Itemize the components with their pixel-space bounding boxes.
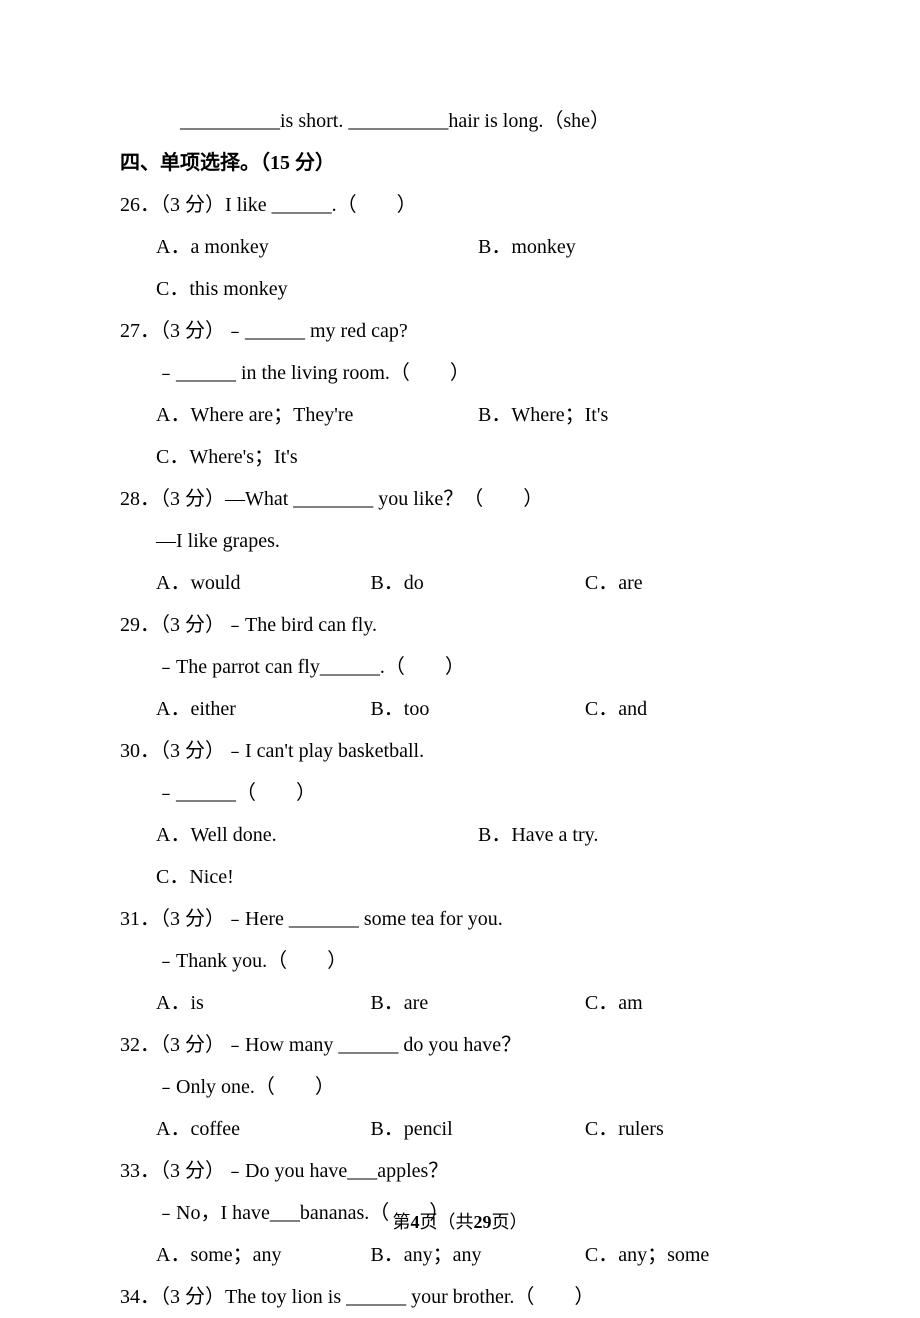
footer-total: 29 — [474, 1212, 492, 1232]
q30-stem1: 30．（3 分）﹣I can't play basketball. — [120, 730, 800, 772]
page-footer: 第4页（共29页） — [0, 1208, 920, 1234]
q29-stem2: ﹣The parrot can fly______.（ ） — [120, 646, 800, 688]
q30-option-c: C．Nice! — [120, 856, 800, 898]
q28-stem2: —I like grapes. — [120, 520, 800, 562]
footer-pre: 第 — [393, 1212, 411, 1232]
q32-stem1: 32．（3 分）﹣How many ______ do you have？ — [120, 1024, 800, 1066]
q29-option-c: C．and — [585, 688, 799, 730]
q29-option-a: A．either — [156, 688, 370, 730]
q27-options-row1: A．Where are；They're B．Where；It's — [120, 394, 800, 436]
q27-option-c: C．Where's；It's — [120, 436, 800, 478]
page-content: __________is short. __________hair is lo… — [0, 0, 920, 1318]
q31-option-b: B．are — [370, 982, 584, 1024]
q32-option-b: B．pencil — [370, 1108, 584, 1150]
q28-option-a: A．would — [156, 562, 370, 604]
q29-options: A．either B．too C．and — [120, 688, 800, 730]
footer-post: 页） — [492, 1212, 528, 1232]
q26-options-row1: A．a monkey B．monkey — [120, 226, 800, 268]
q30-stem2: ﹣______（ ） — [120, 772, 800, 814]
q28-option-c: C．are — [585, 562, 799, 604]
footer-current: 4 — [411, 1212, 420, 1232]
q33-options: A．some；any B．any；any C．any；some — [120, 1234, 800, 1276]
q26-stem: 26．（3 分）I like ______.（ ） — [120, 184, 800, 226]
q31-options: A．is B．are C．am — [120, 982, 800, 1024]
q26-option-c: C．this monkey — [120, 268, 800, 310]
q27-stem1: 27．（3 分）﹣______ my red cap? — [120, 310, 800, 352]
q28-options: A．would B．do C．are — [120, 562, 800, 604]
q31-option-c: C．am — [585, 982, 799, 1024]
q28-stem1: 28．（3 分）—What ________ you like？（ ） — [120, 478, 800, 520]
q33-stem1: 33．（3 分）﹣Do you have___apples？ — [120, 1150, 800, 1192]
q31-stem2: ﹣Thank you.（ ） — [120, 940, 800, 982]
q32-options: A．coffee B．pencil C．rulers — [120, 1108, 800, 1150]
q26-option-a: A．a monkey — [156, 226, 478, 268]
q27-option-b: B．Where；It's — [478, 394, 800, 436]
q29-option-b: B．too — [370, 688, 584, 730]
q28-option-b: B．do — [370, 562, 584, 604]
q33-option-b: B．any；any — [370, 1234, 584, 1276]
q29-stem1: 29．（3 分）﹣The bird can fly. — [120, 604, 800, 646]
q31-option-a: A．is — [156, 982, 370, 1024]
fill-in-line: __________is short. __________hair is lo… — [120, 100, 800, 142]
q27-option-a: A．Where are；They're — [156, 394, 478, 436]
q32-option-a: A．coffee — [156, 1108, 370, 1150]
q32-option-c: C．rulers — [585, 1108, 799, 1150]
q26-option-b: B．monkey — [478, 226, 800, 268]
footer-mid: 页（共 — [420, 1212, 474, 1232]
q30-option-b: B．Have a try. — [478, 814, 800, 856]
q27-stem2: ﹣______ in the living room.（ ） — [120, 352, 800, 394]
q31-stem1: 31．（3 分）﹣Here _______ some tea for you. — [120, 898, 800, 940]
q33-option-a: A．some；any — [156, 1234, 370, 1276]
section-4-title: 四、单项选择。（15 分） — [120, 142, 800, 184]
q30-options-row1: A．Well done. B．Have a try. — [120, 814, 800, 856]
q34-stem: 34．（3 分）The toy lion is ______ your brot… — [120, 1276, 800, 1318]
q33-option-c: C．any；some — [585, 1234, 799, 1276]
q32-stem2: ﹣Only one.（ ） — [120, 1066, 800, 1108]
q30-option-a: A．Well done. — [156, 814, 478, 856]
